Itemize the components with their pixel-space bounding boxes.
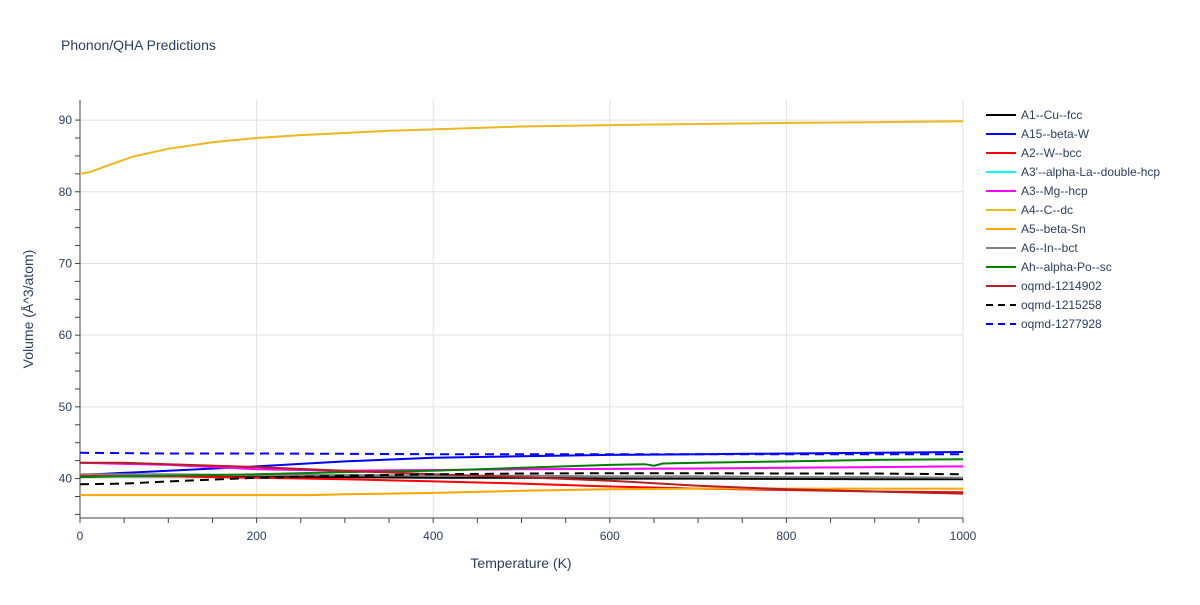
legend-label: A15--beta-W bbox=[1021, 127, 1090, 141]
y-tick-label: 70 bbox=[59, 256, 73, 270]
x-tick-label: 0 bbox=[77, 529, 84, 543]
series-line-A3--Mg--hcp bbox=[79, 461, 964, 472]
series-line-Ah--alpha-Po--sc bbox=[79, 458, 964, 479]
series-line-A5--beta-Sn bbox=[80, 487, 963, 497]
legend-label: A3--Mg--hcp bbox=[1021, 184, 1088, 198]
y-tick-label: 50 bbox=[59, 400, 73, 414]
legend-label: A3'--alpha-La--double-hcp bbox=[1021, 165, 1160, 179]
y-axis-title: Volume (Å^3/atom) bbox=[20, 250, 36, 369]
x-tick-label: 600 bbox=[600, 529, 620, 543]
y-tick-label: 40 bbox=[59, 472, 73, 486]
legend-item[interactable]: oqmd-1214902 bbox=[986, 279, 1102, 293]
x-tick-label: 200 bbox=[247, 529, 267, 543]
legend-item[interactable]: A4--C--dc bbox=[986, 203, 1073, 217]
legend-label: oqmd-1214902 bbox=[1021, 279, 1102, 293]
legend-label: A6--In--bct bbox=[1021, 241, 1078, 255]
series-line-A15--beta-W bbox=[79, 451, 964, 476]
legend-label: A2--W--bcc bbox=[1021, 146, 1081, 160]
y-tick-label: 80 bbox=[59, 185, 73, 199]
legend-label: A5--beta-Sn bbox=[1021, 222, 1086, 236]
series-layer bbox=[79, 120, 964, 497]
legend-item[interactable]: A15--beta-W bbox=[986, 127, 1090, 141]
x-axis-title: Temperature (K) bbox=[470, 555, 571, 571]
legend-item[interactable]: Ah--alpha-Po--sc bbox=[986, 260, 1112, 274]
chart-title: Phonon/QHA Predictions bbox=[61, 37, 216, 53]
legend-item[interactable]: A2--W--bcc bbox=[986, 146, 1081, 160]
y-tick-label: 60 bbox=[59, 328, 73, 342]
series-line-oqmd-1277928 bbox=[79, 451, 963, 456]
grid-layer bbox=[79, 100, 964, 518]
legend-item[interactable]: A3'--alpha-La--double-hcp bbox=[986, 165, 1160, 179]
legend-item[interactable]: A6--In--bct bbox=[986, 241, 1078, 255]
legend-item[interactable]: A5--beta-Sn bbox=[986, 222, 1086, 236]
legend-label: A1--Cu--fcc bbox=[1021, 108, 1082, 122]
legend-label: A4--C--dc bbox=[1021, 203, 1073, 217]
legend[interactable]: A1--Cu--fcc A15--beta-W A2--W--bcc A3'--alp… bbox=[986, 108, 1160, 331]
legend-label: Ah--alpha-Po--sc bbox=[1021, 260, 1112, 274]
series-line-oqmd-1214902 bbox=[80, 461, 964, 495]
series-line-A4--C--dc bbox=[79, 120, 964, 175]
legend-item[interactable]: oqmd-1215258 bbox=[986, 298, 1102, 312]
legend-item[interactable]: A1--Cu--fcc bbox=[986, 108, 1082, 122]
legend-item[interactable]: oqmd-1277928 bbox=[986, 317, 1102, 331]
legend-label: oqmd-1277928 bbox=[1021, 317, 1102, 331]
legend-label: oqmd-1215258 bbox=[1021, 298, 1102, 312]
axes-layer: 0 200 400 600 800 1000 40 50 60 70 80 90 bbox=[59, 100, 977, 543]
legend-item[interactable]: A3--Mg--hcp bbox=[986, 184, 1088, 198]
x-tick-label: 1000 bbox=[950, 529, 977, 543]
x-tick-label: 400 bbox=[423, 529, 443, 543]
series-line-oqmd-1215258 bbox=[79, 472, 964, 486]
y-tick-label: 90 bbox=[59, 113, 73, 127]
x-tick-label: 800 bbox=[776, 529, 796, 543]
